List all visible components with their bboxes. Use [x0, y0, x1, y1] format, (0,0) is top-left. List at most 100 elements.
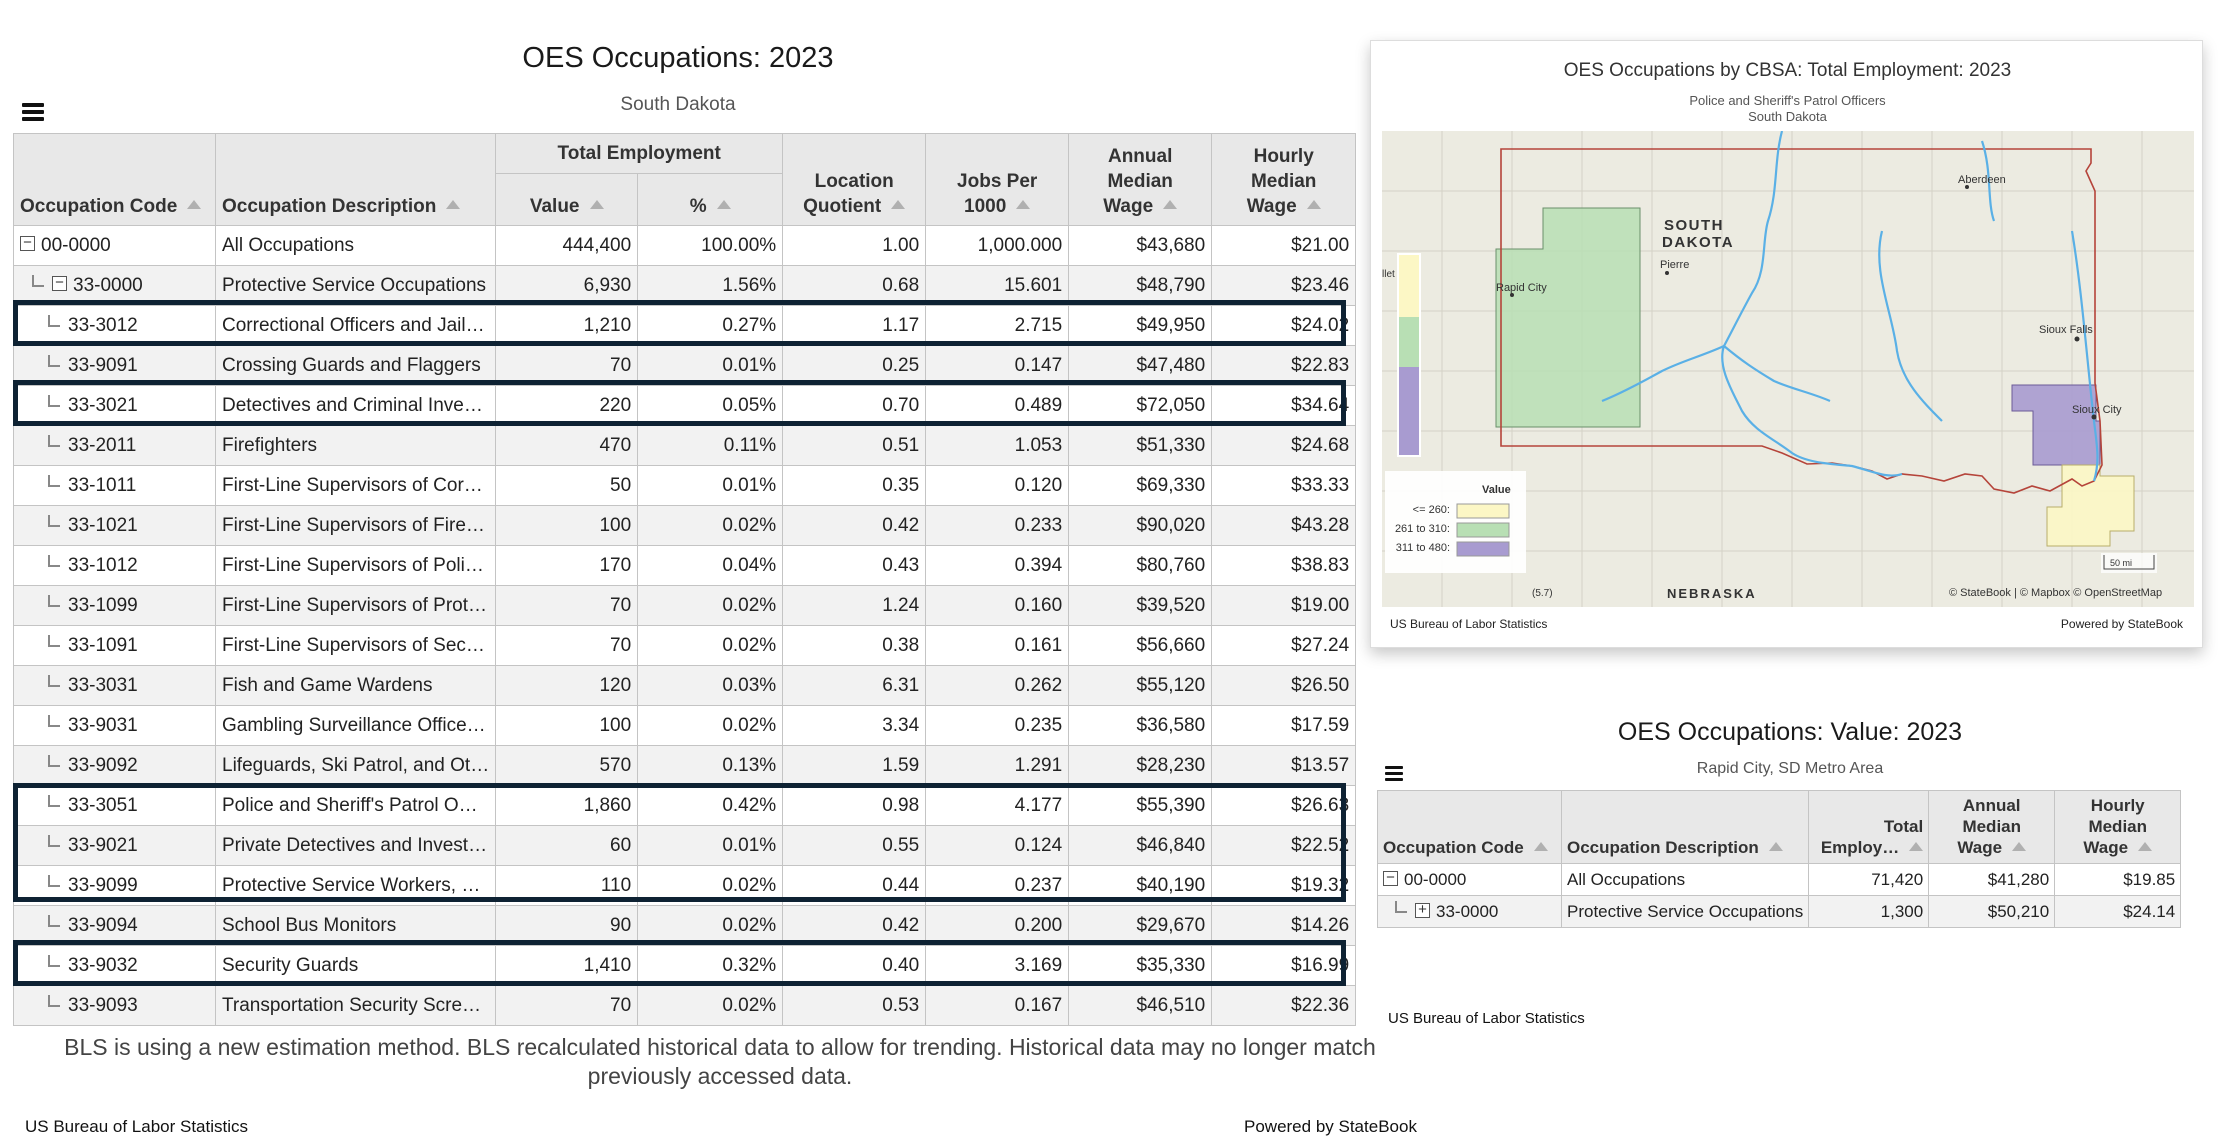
sort-arrow-icon[interactable]: [589, 200, 604, 210]
table-row[interactable]: −00-0000 All Occupations 71,420 $41,280 $19.…: [1377, 863, 2182, 896]
sort-arrow-icon[interactable]: [1016, 200, 1031, 210]
map-label-sioux-falls: Sioux Falls: [2039, 324, 2093, 336]
cell-occupation-description: Protective Service Occupations: [1560, 895, 1810, 928]
table-row[interactable]: 33-3021 Detectives and Criminal Inve… 220 0…: [13, 385, 1357, 426]
cell-percent: 0.02%: [637, 865, 784, 906]
cell-occupation-code: 33-9032: [13, 945, 216, 986]
cell-occupation-description: All Occupations: [214, 225, 497, 266]
map-label-sioux-city: Sioux City: [2072, 404, 2122, 416]
col-header-occupation-description[interactable]: Occupation Description: [1560, 790, 1810, 864]
cell-hourly-median-wage: $24.14: [2054, 895, 2182, 928]
tree-branch-icon: [48, 954, 60, 967]
col-header-jobs-per-1000[interactable]: Jobs Per 1000: [925, 133, 1070, 226]
col-header-occupation-code[interactable]: Occupation Code: [1377, 790, 1562, 864]
cell-occupation-code: 33-3031: [13, 665, 216, 706]
region-rapid-city[interactable]: [1495, 207, 1641, 428]
collapse-toggle-icon[interactable]: −: [52, 275, 67, 291]
cell-occupation-code: 33-3051: [13, 785, 216, 826]
cell-occupation-description: Correctional Officers and Jail…: [214, 305, 497, 346]
col-header-value[interactable]: Value: [495, 173, 639, 226]
table-row[interactable]: 33-9092 Lifeguards, Ski Patrol, and Ot… 57…: [13, 745, 1357, 786]
scale-bar: 50 mi: [2101, 553, 2157, 573]
cell-percent: 0.13%: [637, 745, 784, 786]
cell-jobs-per-1000: 0.233: [925, 505, 1070, 546]
sort-arrow-icon[interactable]: [446, 200, 461, 210]
collapse-toggle-icon[interactable]: −: [1383, 870, 1398, 886]
cell-jobs-per-1000: 0.237: [925, 865, 1070, 906]
cell-jobs-per-1000: 0.161: [925, 625, 1070, 666]
map-label-state-line1: SOUTH: [1664, 217, 1724, 234]
cell-annual-median-wage: $50,210: [1928, 895, 2056, 928]
legend-label-3: 311 to 480:: [1396, 542, 1450, 554]
col-header-annual-median-wage[interactable]: Annual Median Wage: [1928, 790, 2056, 864]
table-row[interactable]: −33-0000 Protective Service Occupations 6,…: [13, 265, 1357, 306]
col-header-occupation-code[interactable]: Occupation Code: [13, 133, 216, 226]
cell-occupation-code: 33-1011: [13, 465, 216, 506]
rivers: [1601, 131, 2099, 482]
sort-arrow-icon[interactable]: [2012, 842, 2027, 852]
table-row[interactable]: 33-9021 Private Detectives and Invest… 60 0…: [13, 825, 1357, 866]
table-row[interactable]: 33-1011 First-Line Supervisors of Cor… 50 0…: [13, 465, 1357, 506]
table-row[interactable]: 33-9032 Security Guards 1,410 0.32% 0.40 3.16…: [13, 945, 1357, 986]
col-header-total-employment[interactable]: Total Employ…: [1808, 790, 1930, 864]
hamburger-menu-icon[interactable]: [1385, 766, 1403, 782]
cell-annual-median-wage: $29,670: [1068, 905, 1213, 946]
col-header-percent[interactable]: %: [637, 173, 784, 226]
cell-value: 220: [495, 385, 639, 426]
map-attribution[interactable]: © StateBook | © Mapbox © OpenStreetMap: [1949, 587, 2162, 599]
choropleth-map[interactable]: SOUTH DAKOTA Aberdeen Pierre Rapid City …: [1382, 131, 2194, 607]
cell-location-quotient: 0.38: [782, 625, 927, 666]
tree-branch-icon: [48, 994, 60, 1007]
cell-jobs-per-1000: 0.200: [925, 905, 1070, 946]
cell-annual-median-wage: $35,330: [1068, 945, 1213, 986]
cell-percent: 0.11%: [637, 425, 784, 466]
col-header-hourly-median-wage[interactable]: Hourly Median Wage: [1211, 133, 1357, 226]
table-row[interactable]: 33-2011 Firefighters 470 0.11% 0.51 1.053 $51,…: [13, 425, 1357, 466]
cell-jobs-per-1000: 4.177: [925, 785, 1070, 826]
map-title: OES Occupations by CBSA: Total Employmen…: [1563, 60, 2012, 81]
col-header-annual-median-wage[interactable]: Annual Median Wage: [1068, 133, 1213, 226]
sort-arrow-icon[interactable]: [2138, 842, 2153, 852]
cell-occupation-code: 33-1012: [13, 545, 216, 586]
sort-arrow-icon[interactable]: [891, 200, 906, 210]
cell-location-quotient: 0.53: [782, 985, 927, 1026]
cell-location-quotient: 0.42: [782, 505, 927, 546]
sort-arrow-icon[interactable]: [1768, 842, 1783, 852]
table-row[interactable]: +33-0000 Protective Service Occupations 1,…: [1377, 895, 2182, 928]
table-row[interactable]: −00-0000 All Occupations 444,400 100.00% 1.0…: [13, 225, 1357, 266]
table-row[interactable]: 33-9093 Transportation Security Scre… 70 0.…: [13, 985, 1357, 1026]
region-sioux-city[interactable]: [2046, 464, 2135, 547]
cell-jobs-per-1000: 0.394: [925, 545, 1070, 586]
table-row[interactable]: 33-1012 First-Line Supervisors of Poli… 17…: [13, 545, 1357, 586]
table-row[interactable]: 33-9091 Crossing Guards and Flaggers 70 0.0…: [13, 345, 1357, 386]
cell-hourly-median-wage: $43.28: [1211, 505, 1357, 546]
table-row[interactable]: 33-3031 Fish and Game Wardens 120 0.03% 6.31…: [13, 665, 1357, 706]
col-header-hourly-median-wage[interactable]: Hourly Median Wage: [2054, 790, 2182, 864]
sort-arrow-icon[interactable]: [1533, 842, 1548, 852]
cell-annual-median-wage: $40,190: [1068, 865, 1213, 906]
col-header-location-quotient[interactable]: Location Quotient: [782, 133, 927, 226]
cell-occupation-description: First-Line Supervisors of Fire…: [214, 505, 497, 546]
sort-arrow-icon[interactable]: [716, 200, 731, 210]
cell-percent: 100.00%: [637, 225, 784, 266]
cell-hourly-median-wage: $19.00: [1211, 585, 1357, 626]
table-row[interactable]: 33-3051 Police and Sheriff's Patrol O… 1,8…: [13, 785, 1357, 826]
sort-arrow-icon[interactable]: [187, 200, 202, 210]
sort-arrow-icon[interactable]: [1306, 200, 1321, 210]
table-row[interactable]: 33-9099 Protective Service Workers, … 110 0…: [13, 865, 1357, 906]
sort-arrow-icon[interactable]: [1163, 200, 1178, 210]
cell-percent: 0.42%: [637, 785, 784, 826]
hamburger-menu-icon[interactable]: [22, 103, 44, 121]
table-row[interactable]: 33-9031 Gambling Surveillance Office… 100 0…: [13, 705, 1357, 746]
expand-toggle-icon[interactable]: +: [1415, 902, 1430, 918]
sort-arrow-icon[interactable]: [1909, 842, 1924, 852]
table-row[interactable]: 33-3012 Correctional Officers and Jail… 1,…: [13, 305, 1357, 346]
cell-hourly-median-wage: $22.52: [1211, 825, 1357, 866]
collapse-toggle-icon[interactable]: −: [20, 235, 35, 251]
table-row[interactable]: 33-1091 First-Line Supervisors of Sec… 70 0…: [13, 625, 1357, 666]
table-row[interactable]: 33-1099 First-Line Supervisors of Prot… 70…: [13, 585, 1357, 626]
table-row[interactable]: 33-9094 School Bus Monitors 90 0.02% 0.42 0.2…: [13, 905, 1357, 946]
col-group-total-employment: Total Employment: [495, 133, 784, 174]
table-row[interactable]: 33-1021 First-Line Supervisors of Fire… 10…: [13, 505, 1357, 546]
col-header-occupation-description[interactable]: Occupation Description: [214, 133, 497, 226]
